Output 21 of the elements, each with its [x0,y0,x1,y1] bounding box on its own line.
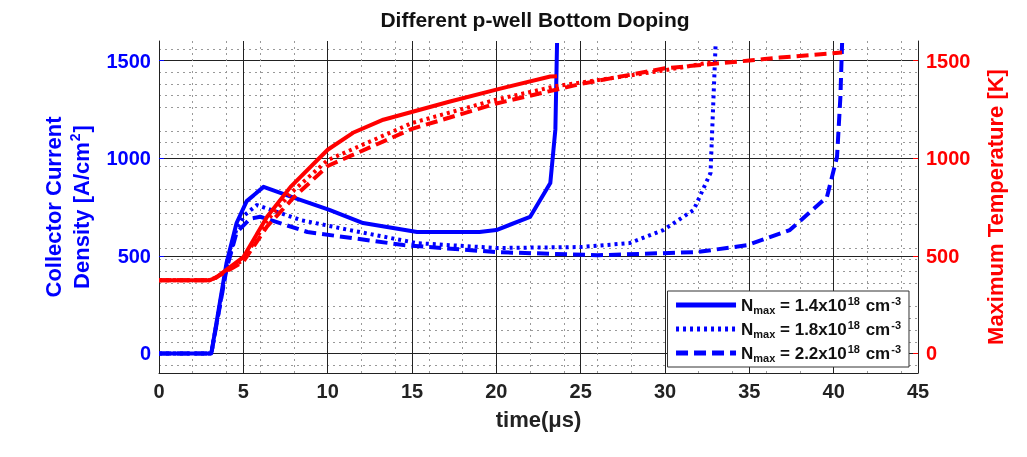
x-tick-label: 20 [485,380,508,402]
x-tick-label: 15 [400,380,424,402]
chart-title: Different p-well Bottom Doping [380,8,690,31]
x-axis-title: time(μs) [495,407,582,433]
y2-tick-label: 1000 [926,147,971,170]
x-tick-label: 45 [906,380,930,402]
x-tick-label: 0 [153,380,165,402]
y-tick-label: 0 [139,342,151,365]
x-tick-label: 35 [738,380,761,402]
x-tick-label: 40 [822,380,845,402]
y-tick-label: 500 [117,244,151,267]
x-tick-label: 10 [316,380,339,402]
y2-tick-label: 0 [926,342,938,365]
y-tick-label: 1500 [106,49,151,72]
y2-tick-label: 500 [926,244,960,267]
x-tick-label: 30 [653,380,677,402]
y2-axis-title: Maximum Temperature [K] [982,69,1008,345]
x-tick-label: 5 [237,380,249,402]
y-tick-label: 1000 [106,147,151,170]
y2-tick-label: 1500 [926,49,971,72]
x-tick-label: 25 [569,380,592,402]
